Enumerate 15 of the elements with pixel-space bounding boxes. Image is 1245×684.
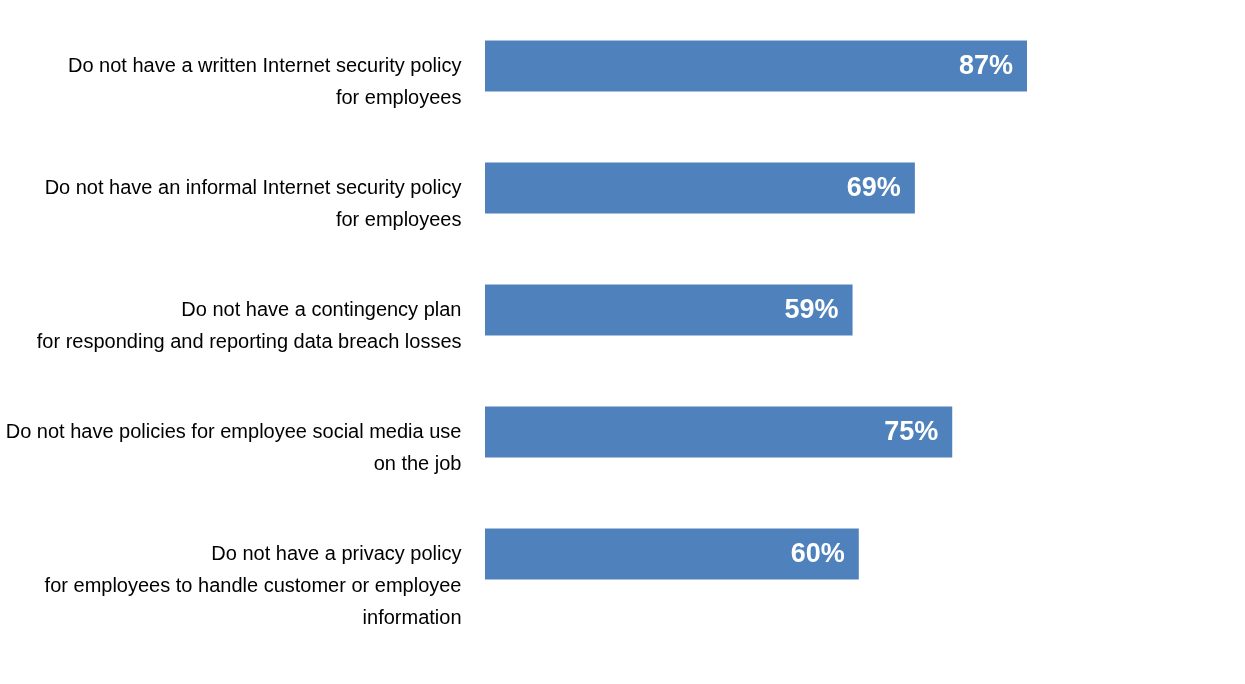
data-label: 69% (846, 172, 901, 202)
data-label: 75% (884, 416, 939, 446)
data-label: 87% (958, 50, 1013, 80)
y-tick-label: Do not have a contingency plan for responding and reporting data breach losses (36, 298, 462, 352)
bar (485, 528, 859, 580)
y-tick-label: Do not have a privacy policy for employees to handle customer or employee information (44, 542, 462, 628)
data-label: 59% (784, 294, 839, 324)
bar (485, 284, 853, 336)
bar (485, 162, 915, 214)
y-tick-label: Do not have policies for employee social media use on the job (5, 420, 462, 474)
y-tick-label: Do not have an informal Internet security policy for employees (44, 176, 462, 230)
bar (485, 40, 1027, 92)
y-tick-label: Do not have a written Internet security policy for employees (67, 54, 462, 108)
bar (485, 406, 953, 458)
data-label: 60% (790, 538, 845, 568)
